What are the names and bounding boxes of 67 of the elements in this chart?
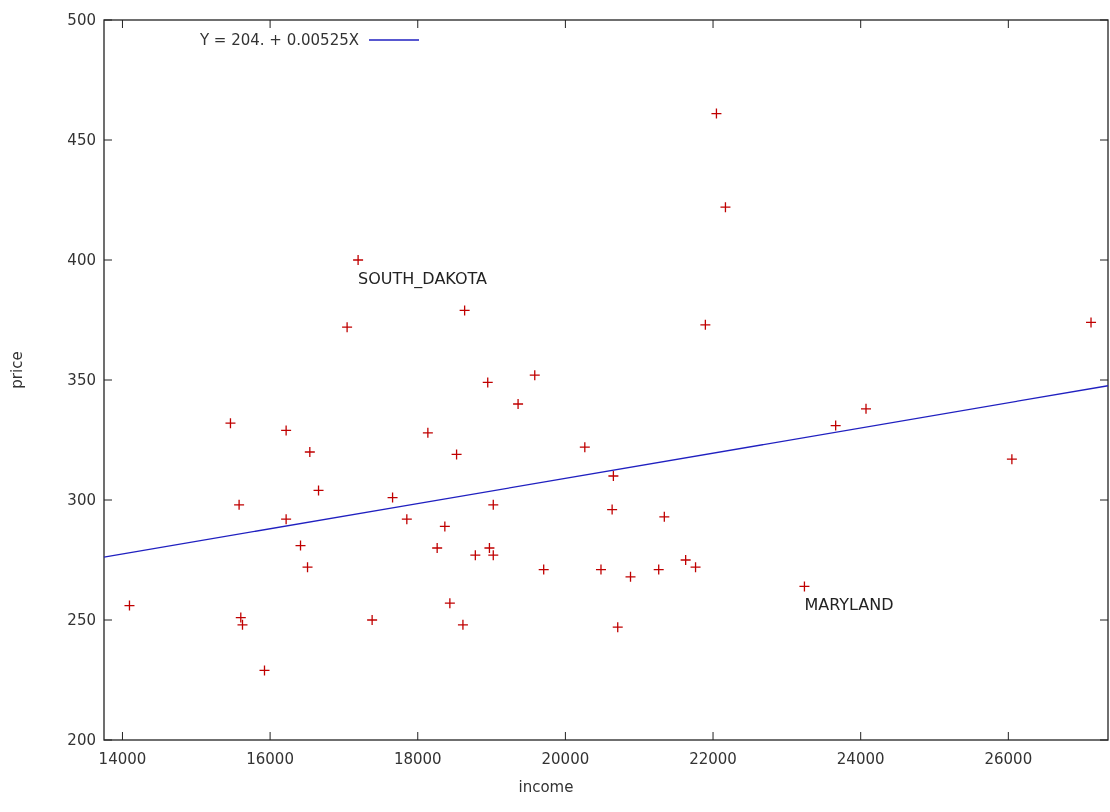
- annotation: SOUTH_DAKOTA: [358, 269, 488, 289]
- point: [233, 499, 245, 511]
- y-tick-label: 200: [67, 731, 96, 749]
- point: [386, 491, 399, 504]
- point: [699, 319, 712, 331]
- point: [224, 417, 237, 429]
- point: [450, 448, 463, 461]
- point: [401, 513, 413, 525]
- point: [830, 419, 842, 432]
- point: [236, 619, 249, 631]
- point: [422, 427, 434, 439]
- point: [444, 597, 456, 609]
- point: [258, 664, 271, 677]
- point: [658, 511, 670, 523]
- y-tick-label: 300: [67, 491, 96, 509]
- point: [1085, 316, 1097, 329]
- x-tick-label: 20000: [541, 750, 590, 768]
- point: [653, 563, 665, 576]
- point: [235, 611, 247, 624]
- legend-label: Y = 204. + 0.00525X: [198, 31, 359, 49]
- point: [624, 571, 637, 583]
- point: [431, 542, 443, 554]
- annotation: MARYLAND: [804, 595, 894, 615]
- point: [798, 580, 811, 593]
- point: [280, 513, 292, 525]
- point: [312, 484, 325, 497]
- point: [366, 614, 378, 626]
- point: [487, 499, 499, 511]
- point: [529, 369, 541, 381]
- point: [606, 503, 618, 516]
- x-tick-label: 24000: [836, 750, 885, 768]
- point: [458, 304, 471, 317]
- x-tick-label: 26000: [984, 750, 1033, 768]
- y-tick-label: 400: [67, 251, 96, 269]
- y-tick-label: 250: [67, 611, 96, 629]
- point: [512, 398, 524, 410]
- point: [469, 549, 481, 561]
- y-tick-label: 450: [67, 131, 96, 149]
- point: [123, 599, 136, 612]
- point: [1006, 453, 1018, 465]
- x-tick-label: 18000: [393, 750, 442, 768]
- point: [341, 321, 353, 333]
- point: [304, 446, 316, 458]
- point: [595, 563, 607, 576]
- point: [607, 470, 620, 482]
- point: [352, 254, 364, 266]
- point: [482, 376, 494, 389]
- point: [689, 561, 702, 573]
- point: [719, 201, 732, 213]
- point: [860, 403, 872, 415]
- point: [579, 441, 591, 453]
- x-axis-title: income: [518, 778, 574, 796]
- point: [294, 539, 307, 552]
- point: [612, 621, 624, 633]
- point: [280, 424, 292, 437]
- x-tick-label: 16000: [246, 750, 294, 768]
- y-tick-label: 350: [67, 371, 96, 389]
- y-tick-label: 500: [67, 11, 96, 29]
- x-tick-label: 14000: [98, 750, 147, 768]
- x-tick-label: 22000: [689, 750, 737, 768]
- point: [680, 554, 692, 566]
- point: [439, 520, 451, 533]
- point: [710, 107, 723, 120]
- point: [457, 619, 469, 631]
- y-axis-title: price: [8, 351, 26, 389]
- point: [538, 563, 550, 576]
- point: [301, 561, 314, 573]
